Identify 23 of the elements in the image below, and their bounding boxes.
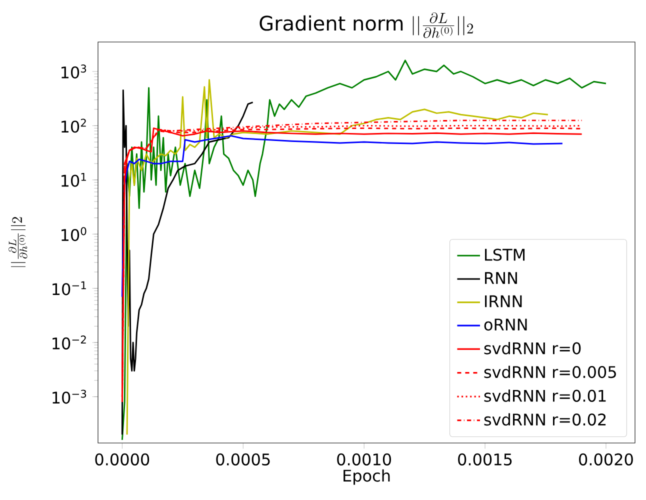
x-tick-label: 0.0020 [579, 453, 633, 466]
y-tick-label: 10$^{2}$ [62, 118, 86, 133]
y-tick-label: 10$^{−1}$ [52, 281, 86, 296]
legend-label: svdRNN r=0.01 [484, 389, 606, 402]
legend-label: svdRNN r=0.005 [484, 366, 616, 378]
chart-title: $\mbox{Gradient norm }||\frac{\partial L}{\partial h^{(0)}}||_2$ [260, 12, 473, 38]
legend-label: svdRNN r=0 [484, 342, 581, 354]
legend-label: LSTM [485, 248, 525, 261]
y-tick-label: 10$^{−2}$ [52, 336, 86, 350]
y-axis-title: $||\frac{\partial L}{\partial h^{(0)}}||2$ [8, 217, 28, 267]
x-tick-label: 0.0000 [95, 453, 150, 466]
legend-label: IRNN [485, 295, 522, 308]
y-tick-label: 10$^{3}$ [62, 64, 86, 78]
legend-label: oRNN [484, 318, 527, 331]
legend-label: RNN [485, 272, 517, 284]
y-tick-label: 10$^{0}$ [62, 227, 86, 242]
legend-label: svdRNN r=0.02 [484, 413, 606, 426]
x-tick-label: 0.0010 [337, 453, 391, 466]
x-tick-label: 0.0015 [458, 453, 512, 466]
y-tick-label: 10$^{−3}$ [52, 390, 86, 404]
x-tick-label: 0.0005 [216, 453, 270, 466]
x-axis-title: Epoch [344, 469, 390, 485]
y-tick-label: 10$^{1}$ [62, 172, 86, 187]
